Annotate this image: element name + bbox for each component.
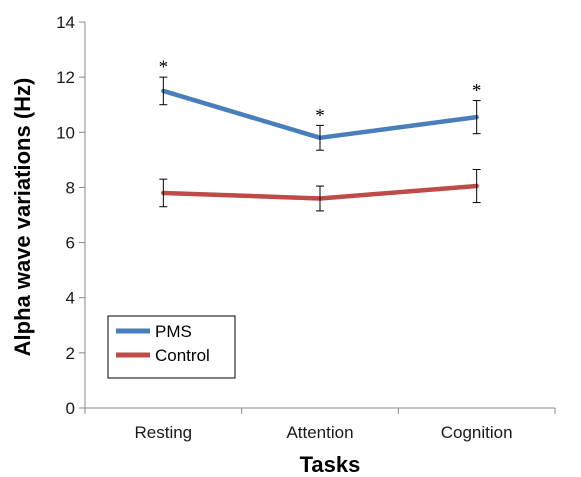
x-tick-label: Cognition — [441, 423, 513, 442]
legend-box — [107, 315, 236, 379]
y-axis: 0 2 4 6 8 10 12 14 — [56, 13, 86, 418]
significance-marker: * — [472, 81, 482, 102]
series-pms: * * * — [159, 57, 482, 151]
y-tick-label: 6 — [66, 234, 75, 253]
x-tick-label: Resting — [135, 423, 193, 442]
y-tick-label: 10 — [56, 123, 75, 142]
y-tick-label: 2 — [66, 344, 75, 363]
series-layer: * * * — [159, 57, 482, 212]
significance-marker: * — [315, 105, 325, 126]
x-tick-label: Attention — [286, 423, 353, 442]
legend-label-pms: PMS — [155, 322, 192, 341]
x-axis-title: Tasks — [300, 452, 361, 477]
legend: PMS Control — [107, 315, 236, 379]
legend-label-control: Control — [155, 346, 210, 365]
y-tick-label: 14 — [56, 13, 75, 32]
y-tick-label: 12 — [56, 68, 75, 87]
series-control — [159, 169, 481, 212]
y-axis-title: Alpha wave variations (Hz) — [10, 78, 35, 357]
significance-marker: * — [159, 57, 169, 78]
y-tick-label: 4 — [66, 289, 75, 308]
y-tick-label: 0 — [66, 399, 75, 418]
y-tick-label: 8 — [66, 178, 75, 197]
x-axis: Resting Attention Cognition — [84, 407, 556, 442]
